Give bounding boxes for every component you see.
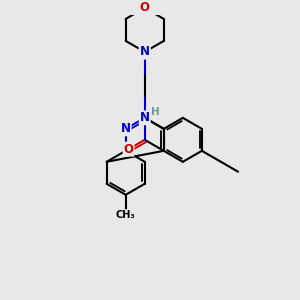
Text: N: N: [121, 122, 131, 135]
Text: N: N: [140, 111, 150, 124]
Text: N: N: [140, 45, 150, 58]
Text: CH₃: CH₃: [116, 210, 136, 220]
Text: O: O: [124, 143, 134, 156]
Text: H: H: [151, 107, 160, 117]
Text: O: O: [140, 2, 150, 14]
Text: N: N: [140, 45, 150, 58]
